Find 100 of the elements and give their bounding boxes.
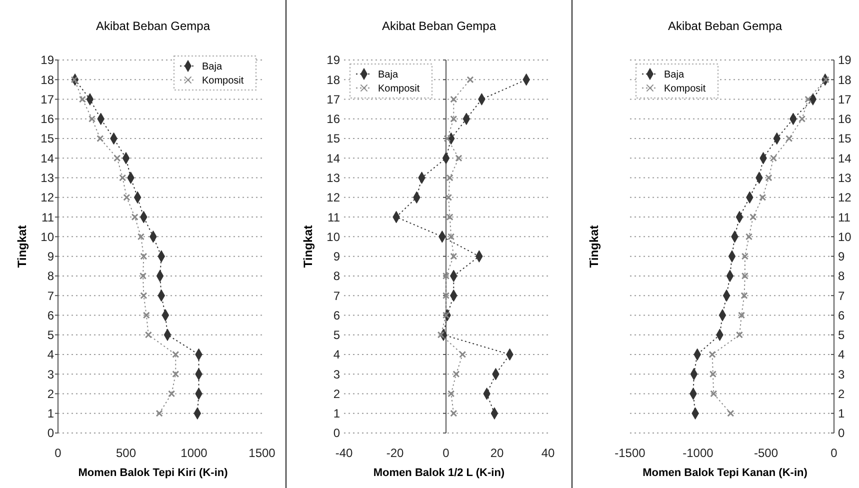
y-tick-label: 8 — [333, 269, 340, 284]
y-tick-label: 17 — [40, 92, 54, 106]
point — [798, 115, 806, 122]
x-axis-title: Momen Balok Tepi Kiri (K-in) — [78, 467, 228, 479]
y-tick-label: 8 — [838, 269, 845, 284]
x-axis-title: Momen Balok 1/2 L (K-in) — [373, 467, 505, 479]
y-tick-label: 7 — [333, 288, 340, 303]
y-tick-label: 12 — [40, 190, 54, 205]
y-tick-label: 19 — [326, 53, 340, 68]
y-tick-label: 9 — [333, 250, 340, 264]
point — [442, 272, 450, 280]
y-axis-title: Tingkat — [15, 225, 29, 268]
point — [172, 350, 180, 358]
y-tick-label: 7 — [47, 288, 54, 303]
point — [123, 194, 130, 201]
y-tick-label: 4 — [333, 348, 340, 362]
point — [770, 154, 778, 162]
point — [741, 252, 748, 260]
y-tick-label: 5 — [47, 328, 54, 342]
y-tick-label: 10 — [838, 230, 852, 244]
y-tick-label: 2 — [838, 386, 845, 401]
y-tick-label: 0 — [838, 426, 845, 440]
y-tick-label: 6 — [47, 308, 54, 322]
x-tick-label: 40 — [541, 446, 555, 460]
y-tick-label: 16 — [326, 112, 340, 126]
x-tick-label: 1000 — [180, 446, 208, 460]
point — [448, 233, 455, 240]
y-tick-label: 1 — [47, 406, 54, 421]
y-tick-label: 18 — [326, 72, 340, 87]
point — [142, 312, 150, 319]
point — [709, 370, 716, 378]
x-tick-label: -40 — [335, 446, 353, 460]
point — [96, 134, 104, 142]
legend-label: Komposit — [202, 76, 244, 86]
point — [736, 331, 744, 338]
y-tick-label: 3 — [333, 367, 340, 382]
point — [710, 390, 718, 398]
point — [88, 115, 96, 122]
y-tick-label: 9 — [838, 250, 845, 264]
point — [455, 154, 462, 162]
y-tick-label: 17 — [326, 92, 340, 106]
point — [741, 272, 748, 280]
y-tick-label: 11 — [42, 210, 54, 224]
point — [765, 174, 772, 182]
point — [444, 134, 451, 142]
point — [459, 350, 466, 358]
y-tick-label: 11 — [838, 210, 851, 224]
x-tick-label: -20 — [386, 446, 404, 460]
y-tick-label: 8 — [47, 269, 54, 284]
y-tick-label: 11 — [328, 210, 340, 224]
x-tick-label: 20 — [490, 446, 504, 460]
x-axis-title: Momen Balok Tepi Kanan (K-in) — [642, 467, 808, 479]
point — [172, 370, 180, 378]
y-tick-label: 16 — [838, 112, 852, 126]
point — [450, 96, 458, 103]
point — [466, 76, 474, 84]
point — [740, 292, 748, 300]
y-tick-label: 14 — [326, 151, 340, 166]
y-tick-label: 3 — [47, 367, 54, 382]
point — [745, 233, 753, 240]
point — [140, 292, 148, 300]
point — [131, 214, 138, 221]
point — [139, 272, 147, 280]
x-tick-label: 0 — [442, 446, 450, 460]
y-tick-label: 4 — [47, 348, 54, 362]
point — [786, 134, 793, 142]
point — [446, 214, 454, 221]
x-tick-label: -500 — [754, 446, 778, 460]
y-tick-label: 12 — [838, 190, 852, 205]
x-tick-label: 500 — [116, 446, 136, 460]
point — [450, 252, 458, 260]
point — [448, 390, 455, 398]
y-tick-label: 0 — [333, 426, 340, 440]
point — [727, 410, 734, 417]
x-tick-label: -1500 — [614, 446, 646, 460]
point — [168, 390, 176, 398]
y-tick-label: 1 — [838, 406, 845, 421]
point — [450, 410, 458, 417]
y-tick-label: 13 — [326, 170, 340, 185]
point — [442, 292, 450, 300]
y-tick-label: 15 — [326, 132, 340, 146]
y-tick-label: 19 — [838, 53, 852, 68]
point — [759, 194, 766, 201]
point — [446, 174, 454, 182]
point — [450, 115, 458, 122]
point — [750, 214, 757, 221]
legend-label: Komposit — [378, 84, 420, 94]
y-tick-label: 1 — [333, 406, 340, 421]
y-tick-label: 17 — [838, 92, 852, 106]
y-tick-label: 6 — [838, 308, 845, 322]
y-tick-label: 10 — [40, 230, 54, 244]
y-tick-label: 13 — [40, 170, 54, 185]
point — [144, 331, 152, 338]
y-tick-label: 12 — [326, 190, 340, 205]
y-tick-label: 4 — [838, 348, 845, 362]
y-tick-label: 5 — [333, 328, 340, 342]
legend-label: Baja — [202, 62, 222, 72]
legend-label: Baja — [378, 70, 398, 80]
point — [119, 174, 126, 182]
chart-title: Akibat Beban Gempa — [668, 19, 782, 33]
